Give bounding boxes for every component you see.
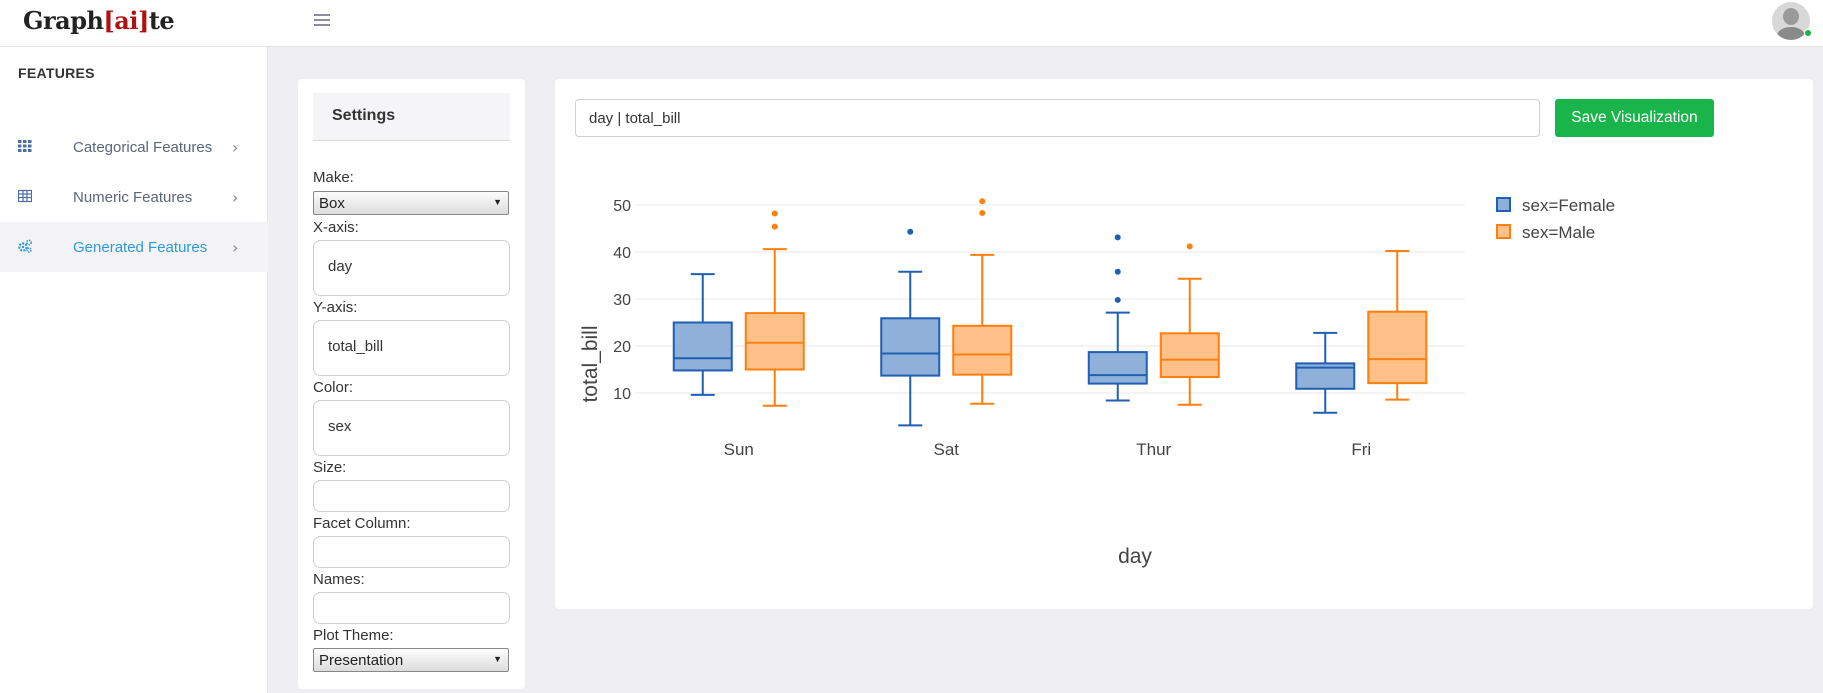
sidebar-item-generated-features[interactable]: Generated Features › [0, 222, 268, 272]
plot-theme-label: Plot Theme: [313, 627, 394, 644]
sidebar-item-label: Generated Features [73, 238, 208, 256]
outlier-point [979, 198, 986, 205]
x-tick-label: Sun [724, 440, 754, 459]
box-male-fri [1367, 250, 1428, 401]
facet-column-input[interactable] [313, 536, 510, 568]
legend-label: sex=Male [1522, 223, 1595, 242]
y-axis-label: total_bill [579, 325, 602, 402]
box-iqr [744, 312, 805, 371]
y-tick-label: 50 [613, 198, 631, 215]
sidebar-item-categorical-features[interactable]: Categorical Features › [0, 122, 268, 172]
online-status-dot [1804, 29, 1812, 37]
names-input[interactable] [313, 592, 510, 624]
gears-icon [18, 239, 32, 253]
sidebar-title: FEATURES [18, 65, 95, 81]
xaxis-input[interactable]: day [313, 240, 510, 296]
box-male-thur [1159, 243, 1220, 406]
app-logo[interactable]: Graph[ai]te [23, 6, 175, 35]
box-female-fri [1295, 331, 1356, 414]
query-input[interactable]: day | total_bill [575, 99, 1540, 137]
sidebar-item-label: Categorical Features [73, 138, 213, 156]
outlier-point [1186, 243, 1193, 250]
xaxis-label: X-axis: [313, 219, 359, 236]
box-female-sun [672, 273, 733, 396]
size-input[interactable] [313, 480, 510, 512]
outlier-point [1114, 234, 1121, 241]
outlier-point [907, 228, 914, 235]
box-iqr [1367, 310, 1428, 385]
color-input[interactable]: sex [313, 400, 510, 456]
yaxis-label: Y-axis: [313, 299, 358, 316]
dropdown-arrow-icon: ▼ [493, 197, 502, 207]
size-label: Size: [313, 459, 347, 476]
yaxis-input[interactable]: total_bill [313, 320, 510, 376]
box-iqr [880, 317, 941, 377]
y-tick-label: 30 [613, 292, 631, 309]
x-tick-label: Thur [1136, 440, 1171, 459]
outlier-point [1114, 296, 1121, 303]
legend-swatch [1496, 224, 1511, 239]
sidebar-item-label: Numeric Features [73, 188, 193, 206]
sidebar: FEATURES Categorical Features › Numeric … [0, 47, 268, 693]
y-tick-label: 20 [613, 339, 631, 356]
make-select-value: Box [319, 195, 345, 212]
box-iqr [1087, 351, 1148, 385]
box-male-sat [952, 198, 1013, 405]
box-male-sun [744, 210, 805, 407]
legend-swatch [1496, 197, 1511, 212]
menu-toggle-icon[interactable] [314, 12, 330, 28]
avatar[interactable] [1772, 2, 1810, 40]
visualization-panel: day | total_bill Save Visualization Sun S… [555, 79, 1813, 609]
color-label: Color: [313, 379, 354, 396]
top-bar: Graph[ai]te [0, 0, 1823, 47]
chevron-right-icon: › [232, 188, 239, 207]
box-iqr [672, 321, 733, 372]
save-visualization-button[interactable]: Save Visualization [1555, 99, 1714, 137]
plot-theme-select-value: Presentation [319, 652, 404, 669]
names-label: Names: [313, 571, 365, 588]
box-female-sat [880, 228, 941, 427]
chevron-right-icon: › [232, 238, 239, 257]
grid-icon [18, 140, 32, 152]
legend-label: sex=Female [1522, 196, 1615, 215]
logo-bracket: [ai] [103, 6, 149, 35]
settings-header: Settings [313, 93, 510, 141]
box-iqr [1159, 332, 1220, 379]
logo-prefix: Graph [23, 6, 104, 35]
settings-panel: Settings Make: Box ▼ X-axis: day Y-axis:… [298, 79, 525, 689]
make-select[interactable]: Box ▼ [313, 191, 509, 215]
outlier-point [771, 223, 778, 230]
x-tick-label: Sat [933, 440, 959, 459]
logo-suffix: te [148, 6, 175, 35]
outlier-point [1114, 268, 1121, 275]
plot-theme-select[interactable]: Presentation ▼ [313, 648, 509, 672]
settings-title: Settings [332, 107, 396, 124]
chevron-right-icon: › [232, 138, 239, 157]
outlier-point [979, 209, 986, 216]
y-tick-label: 40 [613, 245, 631, 262]
facet-column-label: Facet Column: [313, 515, 411, 532]
dropdown-arrow-icon: ▼ [493, 654, 502, 664]
x-axis-label: day [1118, 545, 1152, 568]
x-tick-label: Fri [1351, 440, 1371, 459]
sidebar-item-numeric-features[interactable]: Numeric Features › [0, 172, 268, 222]
table-icon [18, 189, 32, 203]
outlier-point [771, 210, 778, 217]
make-label: Make: [313, 169, 354, 186]
y-tick-label: 10 [613, 386, 631, 403]
box-iqr [952, 324, 1013, 376]
box-female-thur [1087, 234, 1148, 402]
